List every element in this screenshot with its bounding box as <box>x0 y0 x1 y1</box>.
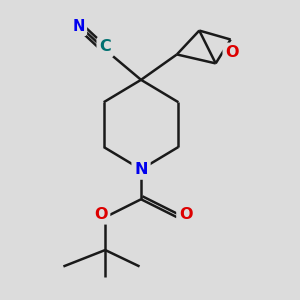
Text: O: O <box>94 207 107 222</box>
Text: O: O <box>179 207 193 222</box>
Text: N: N <box>134 162 148 177</box>
Text: N: N <box>72 19 85 34</box>
Text: O: O <box>225 46 239 61</box>
Text: C: C <box>99 40 111 55</box>
